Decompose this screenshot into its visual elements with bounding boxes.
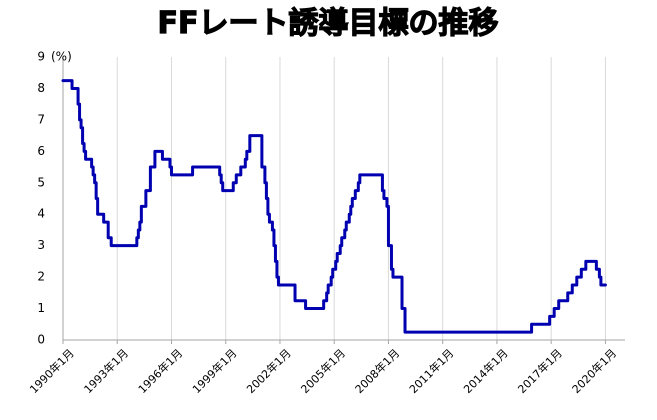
y-tick-label: 5: [37, 175, 45, 189]
y-unit-label: (%): [51, 50, 72, 64]
y-tick-label: 8: [37, 81, 45, 95]
x-tick-label: 1996年1月: [135, 346, 185, 396]
chart-title: FFレート誘導目標の推移: [158, 6, 499, 41]
x-tick-label: 2017年1月: [515, 346, 565, 396]
y-tick-label: 7: [37, 112, 45, 126]
x-tick-label: 2020年1月: [569, 346, 619, 396]
x-tick-label: 2011年1月: [406, 346, 456, 396]
y-tick-label: 0: [37, 333, 45, 347]
series-layer: [61, 79, 607, 334]
x-tick-label: 2008年1月: [352, 346, 402, 396]
gridlines: [62, 57, 606, 340]
y-tick-label: 6: [37, 144, 45, 158]
y-tick-label: 1: [37, 301, 45, 315]
axes: [62, 57, 625, 344]
tick-labels: 1990年1月 1993年1月 1996年1月 1999年1月 2002年1月 2005年…: [27, 50, 620, 397]
y-tick-label: 3: [37, 238, 45, 252]
x-tick-label: 1990年1月: [27, 346, 77, 396]
x-tick-label: 1999年1月: [189, 346, 239, 396]
y-tick-label: 2: [37, 270, 45, 284]
x-tick-label: 1993年1月: [81, 346, 131, 396]
y-tick-label: 4: [37, 207, 45, 221]
x-tick-label: 2002年1月: [244, 346, 294, 396]
y-tick-label: 9: [37, 50, 45, 64]
x-tick-label: 2005年1月: [298, 346, 348, 396]
series-line: [61, 79, 607, 334]
x-tick-label: 2014年1月: [461, 346, 511, 396]
